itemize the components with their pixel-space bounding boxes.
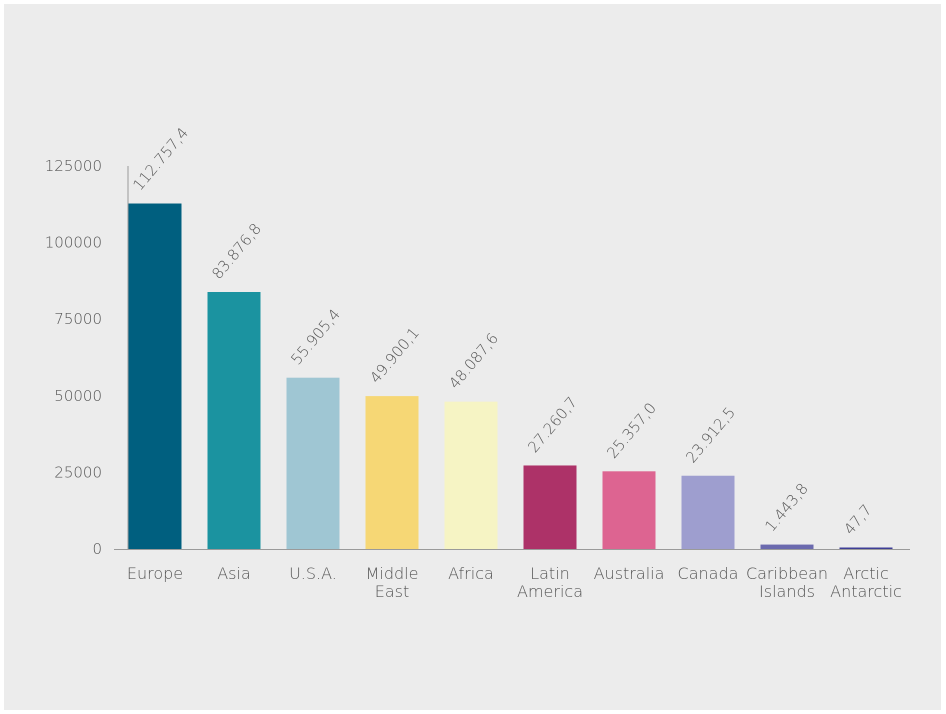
bar — [681, 475, 735, 549]
bar — [760, 544, 814, 549]
bar — [207, 292, 261, 549]
y-tick-label: 25000 — [54, 463, 102, 481]
category-label: Middle — [366, 564, 419, 583]
category-label: Arctic — [843, 564, 888, 583]
bar — [602, 471, 656, 549]
bar — [365, 396, 419, 549]
category-label: East — [375, 582, 410, 601]
data-label: 25.357,0 — [603, 399, 660, 462]
category-label: Antarctic — [830, 582, 902, 601]
bar — [286, 377, 340, 549]
data-label: 48.087,6 — [445, 329, 502, 392]
y-tick-label: 0 — [92, 540, 102, 558]
data-label: 1.443,8 — [761, 480, 812, 535]
y-tick-label: 75000 — [54, 310, 102, 328]
bar — [444, 401, 498, 549]
data-label: 83.876,8 — [208, 220, 265, 283]
category-label: Canada — [678, 564, 739, 583]
category-label: Asia — [217, 564, 251, 583]
data-label: 23.912,5 — [682, 404, 739, 467]
y-tick-label: 100000 — [45, 234, 102, 252]
y-tick-label: 50000 — [54, 387, 102, 405]
data-label: 27.260,7 — [524, 393, 581, 456]
y-tick-label: 125000 — [45, 157, 102, 175]
category-label: Africa — [448, 564, 494, 583]
bars — [128, 203, 893, 549]
category-label: Caribbean — [746, 564, 828, 583]
bar — [523, 465, 577, 549]
category-label: U.S.A. — [289, 564, 337, 583]
category-label: Europe — [127, 564, 183, 583]
category-label: America — [517, 582, 583, 601]
data-label: 49.900,1 — [366, 324, 423, 387]
category-label: Australia — [594, 564, 665, 583]
y-axis: 0 25000 50000 75000 100000 125000 — [45, 157, 910, 558]
category-label: Latin — [530, 564, 570, 583]
data-label: 47,7 — [840, 501, 875, 538]
data-label: 112.757,4 — [129, 124, 192, 194]
bar — [839, 547, 893, 549]
bar — [128, 203, 182, 549]
category-label: Islands — [759, 582, 815, 601]
data-label: 55.905,4 — [287, 306, 344, 369]
